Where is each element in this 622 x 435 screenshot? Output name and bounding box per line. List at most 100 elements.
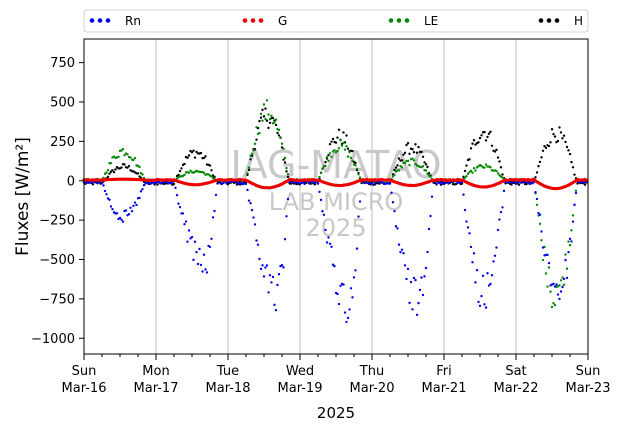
- data-point: [189, 169, 192, 172]
- data-point: [276, 131, 279, 135]
- data-point: [480, 294, 483, 298]
- legend-label: H: [574, 14, 583, 28]
- data-point: [412, 159, 416, 162]
- data-point: [424, 163, 428, 166]
- data-point: [349, 156, 353, 159]
- data-point: [370, 182, 374, 186]
- data-point: [565, 267, 569, 270]
- data-point: [477, 300, 480, 304]
- data-point: [283, 156, 287, 160]
- data-point: [403, 161, 407, 165]
- data-point: [213, 209, 216, 213]
- data-point: [435, 182, 438, 186]
- data-point: [490, 144, 494, 147]
- data-point: [417, 145, 420, 149]
- legend-marker: [538, 18, 544, 23]
- data-point: [117, 155, 120, 159]
- data-point: [262, 275, 266, 278]
- data-point: [570, 160, 573, 164]
- x-tick-label-day: Wed: [286, 364, 314, 379]
- data-point: [397, 169, 401, 172]
- watermark-text: 2025: [305, 214, 366, 242]
- data-point: [402, 153, 405, 156]
- data-point: [345, 320, 348, 324]
- data-point: [547, 144, 551, 148]
- legend-item-rn: Rn: [89, 14, 141, 28]
- data-point: [330, 140, 333, 143]
- data-point: [405, 277, 408, 281]
- data-point: [123, 154, 126, 157]
- data-point: [327, 154, 330, 157]
- data-point: [400, 166, 404, 169]
- data-point: [468, 232, 471, 235]
- data-point: [478, 304, 482, 308]
- data-point: [283, 161, 287, 164]
- data-point: [96, 182, 99, 185]
- data-point: [571, 214, 575, 217]
- legend-label: Rn: [125, 14, 141, 28]
- data-point: [544, 146, 548, 150]
- data-point: [466, 226, 470, 229]
- y-tick-label: 0: [67, 174, 75, 189]
- data-point: [195, 150, 198, 154]
- data-point: [408, 301, 411, 305]
- data-point: [388, 182, 392, 185]
- data-point: [202, 253, 206, 256]
- data-point: [499, 210, 503, 214]
- data-point: [547, 266, 551, 269]
- data-point: [355, 167, 359, 171]
- data-point: [345, 134, 348, 137]
- data-point: [531, 181, 534, 184]
- data-point: [246, 188, 249, 192]
- data-point: [282, 158, 285, 161]
- data-point: [183, 162, 186, 166]
- data-point: [109, 161, 113, 165]
- data-point: [138, 196, 141, 200]
- x-tick-label-date: Mar-17: [134, 381, 179, 396]
- data-point: [483, 166, 486, 169]
- data-point: [201, 270, 204, 273]
- data-point: [396, 227, 399, 230]
- legend-marker: [554, 18, 560, 23]
- y-tick-label: −500: [39, 253, 75, 268]
- data-point: [184, 220, 188, 223]
- data-point: [393, 209, 396, 213]
- data-point: [235, 181, 239, 184]
- data-point: [573, 173, 576, 176]
- data-point: [108, 172, 111, 175]
- legend-item-h: H: [538, 14, 583, 28]
- data-point: [249, 154, 252, 158]
- data-point: [253, 142, 257, 146]
- data-point: [357, 173, 360, 176]
- data-point: [469, 147, 473, 150]
- data-point: [340, 144, 344, 147]
- y-axis-label: Fluxes [W/m²]: [13, 137, 33, 256]
- data-point: [561, 276, 564, 279]
- data-point: [126, 153, 129, 156]
- data-point: [336, 149, 339, 153]
- data-point: [541, 149, 545, 152]
- data-point: [274, 309, 278, 312]
- data-point: [570, 240, 573, 243]
- data-point: [181, 212, 185, 215]
- data-point: [564, 258, 567, 262]
- data-point: [552, 282, 555, 286]
- y-tick-label: 500: [50, 96, 75, 111]
- data-point: [331, 263, 335, 266]
- data-point: [319, 171, 323, 175]
- data-point: [492, 260, 495, 263]
- data-point: [208, 245, 212, 249]
- data-point: [493, 254, 497, 257]
- y-tick-label: 250: [50, 135, 75, 150]
- data-point: [193, 156, 197, 159]
- data-point: [447, 182, 450, 185]
- data-point: [105, 171, 108, 174]
- data-point: [127, 164, 131, 168]
- data-point: [343, 148, 347, 151]
- data-point: [562, 277, 566, 281]
- data-point: [514, 182, 518, 186]
- data-point: [474, 281, 477, 284]
- data-point: [339, 284, 342, 288]
- data-point: [574, 189, 578, 192]
